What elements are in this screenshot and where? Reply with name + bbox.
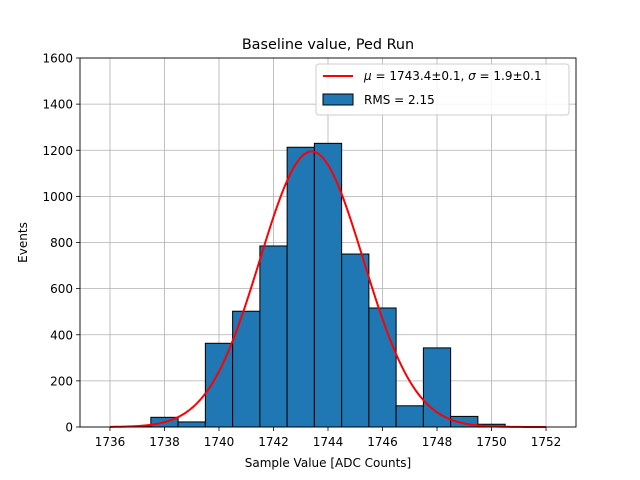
y-tick-label: 1200 xyxy=(42,144,73,158)
legend-sigma-value: = 1.9±0.1 xyxy=(476,69,542,83)
y-tick-label: 1000 xyxy=(42,190,73,204)
y-tick-label: 800 xyxy=(50,236,73,250)
histogram-bar xyxy=(341,253,370,428)
y-axis-ticks: 0 200 400 600 800 1000 1200 1400 1600 xyxy=(42,52,80,435)
legend-mu-value: = 1743.4±0.1, xyxy=(372,69,468,83)
histogram-bar xyxy=(368,307,397,428)
y-tick-label: 400 xyxy=(50,328,73,342)
x-tick-label: 1752 xyxy=(531,435,562,449)
histogram-bar xyxy=(422,347,452,428)
legend-frame xyxy=(315,63,570,116)
x-tick-label: 1738 xyxy=(149,435,180,449)
x-tick-label: 1736 xyxy=(95,435,126,449)
legend-sigma-symbol: σ xyxy=(468,69,476,83)
legend-histogram-label: RMS = 2.15 xyxy=(364,93,435,107)
legend: μ = 1743.4±0.1, σ = 1.9±0.1 RMS = 2.15 xyxy=(315,63,570,116)
histogram-bar xyxy=(259,245,288,428)
fit-curve xyxy=(109,150,547,428)
y-tick-label: 200 xyxy=(50,374,73,388)
legend-mu-symbol: μ xyxy=(363,69,372,83)
x-tick-label: 1740 xyxy=(204,435,235,449)
x-tick-label: 1746 xyxy=(367,435,398,449)
histogram-bar xyxy=(395,405,424,428)
histogram-bar xyxy=(204,342,234,428)
y-tick-label: 0 xyxy=(65,421,73,435)
x-tick-label: 1750 xyxy=(476,435,507,449)
chart-title: Baseline value, Ped Run xyxy=(242,37,414,53)
x-tick-label: 1742 xyxy=(258,435,289,449)
x-axis-label: Sample Value [ADC Counts] xyxy=(245,456,411,470)
x-tick-label: 1748 xyxy=(422,435,453,449)
y-axis-label: Events xyxy=(16,222,30,263)
histogram-bar xyxy=(286,146,315,428)
x-tick-label: 1744 xyxy=(313,435,344,449)
legend-fit-label: μ = 1743.4±0.1, σ = 1.9±0.1 xyxy=(363,69,542,83)
legend-histogram-swatch xyxy=(322,93,354,106)
x-axis-ticks: 1736 1738 1740 1742 1744 1746 1748 1750 1752 xyxy=(95,427,562,449)
histogram-bar xyxy=(177,421,206,428)
y-tick-label: 1400 xyxy=(42,98,73,112)
y-tick-label: 1600 xyxy=(42,52,73,66)
y-tick-label: 600 xyxy=(50,282,73,296)
